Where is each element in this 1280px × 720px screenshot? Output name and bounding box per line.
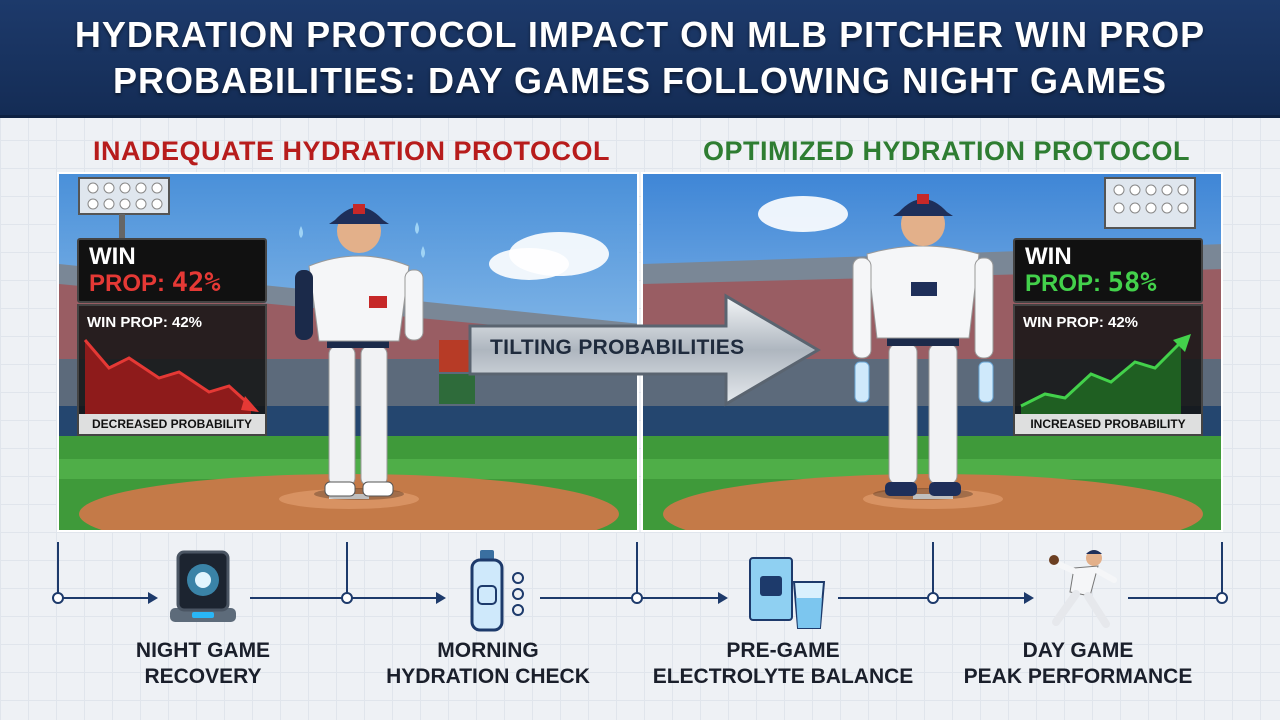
scoreboard-prop: PROP:: [89, 270, 166, 297]
water-bottle-icon: [470, 550, 524, 632]
electrolyte-packet-icon: [749, 557, 826, 629]
page-title-line-2: PROBABILITIES: DAY GAMES FOLLOWING NIGHT…: [112, 59, 1168, 101]
optimized-hydration-panel: WIN PROP: 58% WIN PROP: 42% INCREASED PR…: [641, 172, 1223, 532]
step-label-line-1: NIGHT GAME: [135, 639, 271, 662]
page-title-line-1: HYDRATION PROTOCOL IMPACT ON MLB PITCHER…: [74, 13, 1206, 55]
minichart-title: WIN PROP: 42%: [1023, 314, 1139, 331]
left-section-title: INADEQUATE HYDRATION PROTOCOL: [93, 136, 611, 166]
timeline-arrowhead: [436, 592, 446, 604]
timeline-segment: [1128, 597, 1223, 599]
page-header: HYDRATION PROTOCOL IMPACT ON MLB PITCHER…: [0, 0, 1280, 118]
scoreboard-value: 58%: [1107, 267, 1157, 298]
minichart-title: WIN PROP: 42%: [87, 314, 203, 331]
decreasing-probability-chart: WIN PROP: 42% DECREASED PROBABILITY: [77, 304, 267, 436]
timeline-node: [1216, 592, 1228, 604]
step-label-day-game-peak-performance: DAY GAME PEAK PERFORMANCE: [958, 638, 1198, 690]
step-label-line-2: ELECTROLYTE BALANCE: [652, 665, 914, 688]
timeline-node: [927, 592, 939, 604]
declining-trend-graphic: [83, 339, 259, 414]
scoreboard-label: WIN: [89, 243, 136, 270]
inadequate-hydration-panel: WIN PROP: 42% WIN PROP: 42% DECREASED PR…: [57, 172, 639, 532]
right-section-title: OPTIMIZED HYDRATION PROTOCOL: [703, 136, 1191, 166]
left-win-prop-scoreboard: WIN PROP: 42%: [77, 238, 267, 303]
rising-trend-graphic: [1020, 334, 1191, 414]
timeline-arrowhead: [1024, 592, 1034, 604]
tired-pitcher: [295, 204, 425, 500]
timeline-node: [341, 592, 353, 604]
recovery-device-icon: [170, 550, 236, 622]
minichart-footer: INCREASED PROBABILITY: [1015, 414, 1201, 434]
tilting-probabilities-label: TILTING PROBABILITIES: [490, 336, 745, 359]
protocol-timeline: NIGHT GAME RECOVERY MORNING HYDRATION CH…: [0, 540, 1280, 720]
timeline-node: [52, 592, 64, 604]
timeline-arrowhead: [148, 592, 158, 604]
step-label-morning-hydration-check: MORNING HYDRATION CHECK: [368, 638, 608, 690]
timeline-tick: [1221, 542, 1223, 598]
step-label-line-1: DAY GAME: [1022, 639, 1134, 662]
confident-pitcher: [852, 194, 994, 500]
scoreboard-value: 42%: [171, 267, 221, 298]
timeline-arrowhead: [718, 592, 728, 604]
step-label-line-2: RECOVERY: [144, 665, 262, 688]
minichart-footer: DECREASED PROBABILITY: [79, 414, 265, 434]
increasing-probability-chart: WIN PROP: 42% INCREASED PROBABILITY: [1013, 304, 1203, 436]
step-label-night-game-recovery: NIGHT GAME RECOVERY: [103, 638, 303, 690]
scoreboard-prop: PROP:: [1025, 270, 1102, 297]
timeline-tick: [636, 542, 638, 598]
timeline-tick: [932, 542, 934, 598]
step-label-line-2: HYDRATION CHECK: [386, 665, 590, 688]
timeline-tick: [57, 542, 59, 598]
timeline-segment: [57, 597, 152, 599]
timeline-tick: [346, 542, 348, 598]
step-label-pre-game-electrolyte-balance: PRE-GAME ELECTROLYTE BALANCE: [648, 638, 918, 690]
tilting-arrow: [468, 293, 821, 407]
step-label-line-1: MORNING: [437, 639, 539, 662]
timeline-segment: [540, 597, 720, 599]
right-win-prop-scoreboard: WIN PROP: 58%: [1013, 238, 1203, 303]
step-label-line-2: PEAK PERFORMANCE: [963, 665, 1193, 688]
step-label-line-1: PRE-GAME: [726, 639, 840, 662]
pitcher-icon: [1049, 550, 1117, 628]
scoreboard-label: WIN: [1025, 243, 1072, 270]
timeline-node: [631, 592, 643, 604]
